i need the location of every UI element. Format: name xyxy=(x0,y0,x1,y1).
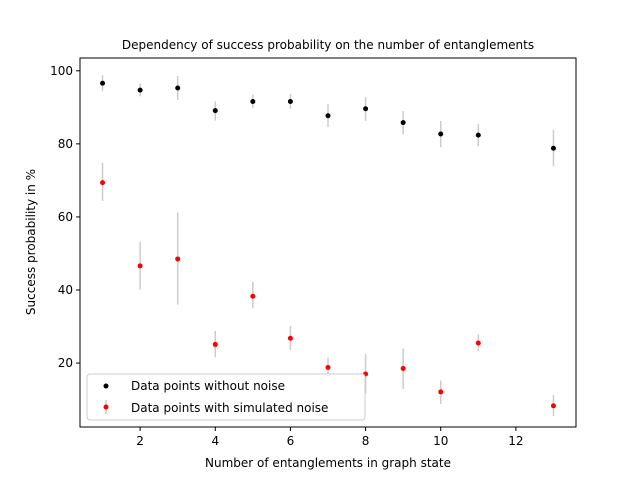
data-point-with-noise xyxy=(175,256,181,262)
x-tick-label: 10 xyxy=(433,434,448,448)
legend-label-without-noise: Data points without noise xyxy=(131,379,285,393)
y-tick-label: 80 xyxy=(58,137,73,151)
data-point-without-noise xyxy=(550,145,556,151)
y-tick-label: 20 xyxy=(58,356,73,370)
legend-marker-with-noise xyxy=(103,404,109,410)
x-tick-label: 4 xyxy=(211,434,219,448)
x-axis: 2 4 6 8 10 12 xyxy=(136,427,524,448)
x-axis-label: Number of entanglements in graph state xyxy=(205,456,451,470)
data-point-without-noise xyxy=(287,98,293,104)
data-point-with-noise xyxy=(475,340,481,346)
data-point-without-noise xyxy=(100,80,106,86)
error-bars xyxy=(101,75,555,417)
data-point-without-noise xyxy=(325,113,331,119)
data-point-without-noise xyxy=(175,85,181,91)
y-tick-label: 60 xyxy=(58,210,73,224)
y-tick-label: 40 xyxy=(58,283,73,297)
legend-frame xyxy=(86,373,366,421)
data-point-without-noise xyxy=(475,132,481,138)
data-point-with-noise xyxy=(400,366,406,372)
legend-label-with-noise: Data points with simulated noise xyxy=(131,401,328,415)
data-point-without-noise xyxy=(438,131,444,137)
x-tick-label: 2 xyxy=(136,434,144,448)
chart-title: Dependency of success probability on the… xyxy=(122,38,534,52)
y-axis: 20 40 60 80 100 xyxy=(50,64,80,370)
plot-area-frame xyxy=(79,57,577,428)
data-point-without-noise xyxy=(400,120,406,126)
y-tick-label: 100 xyxy=(50,64,73,78)
legend: Data points without noise Data points wi… xyxy=(86,373,366,421)
data-point-with-noise xyxy=(438,389,444,395)
data-point-with-noise xyxy=(287,335,293,341)
data-point-without-noise xyxy=(363,106,369,112)
data-point-with-noise xyxy=(100,180,106,186)
y-axis-label: Success probability in % xyxy=(24,169,38,315)
x-tick-label: 6 xyxy=(287,434,295,448)
data-point-with-noise xyxy=(137,263,143,269)
data-point-with-noise xyxy=(550,403,556,409)
data-point-with-noise xyxy=(325,364,331,370)
legend-marker-without-noise xyxy=(103,383,109,389)
data-point-with-noise xyxy=(212,341,218,347)
x-tick-label: 8 xyxy=(362,434,370,448)
data-point-without-noise xyxy=(250,98,256,104)
data-point-with-noise xyxy=(250,293,256,299)
x-tick-label: 12 xyxy=(508,434,523,448)
data-point-without-noise xyxy=(212,108,218,114)
data-points xyxy=(100,80,556,409)
data-point-without-noise xyxy=(137,87,143,93)
